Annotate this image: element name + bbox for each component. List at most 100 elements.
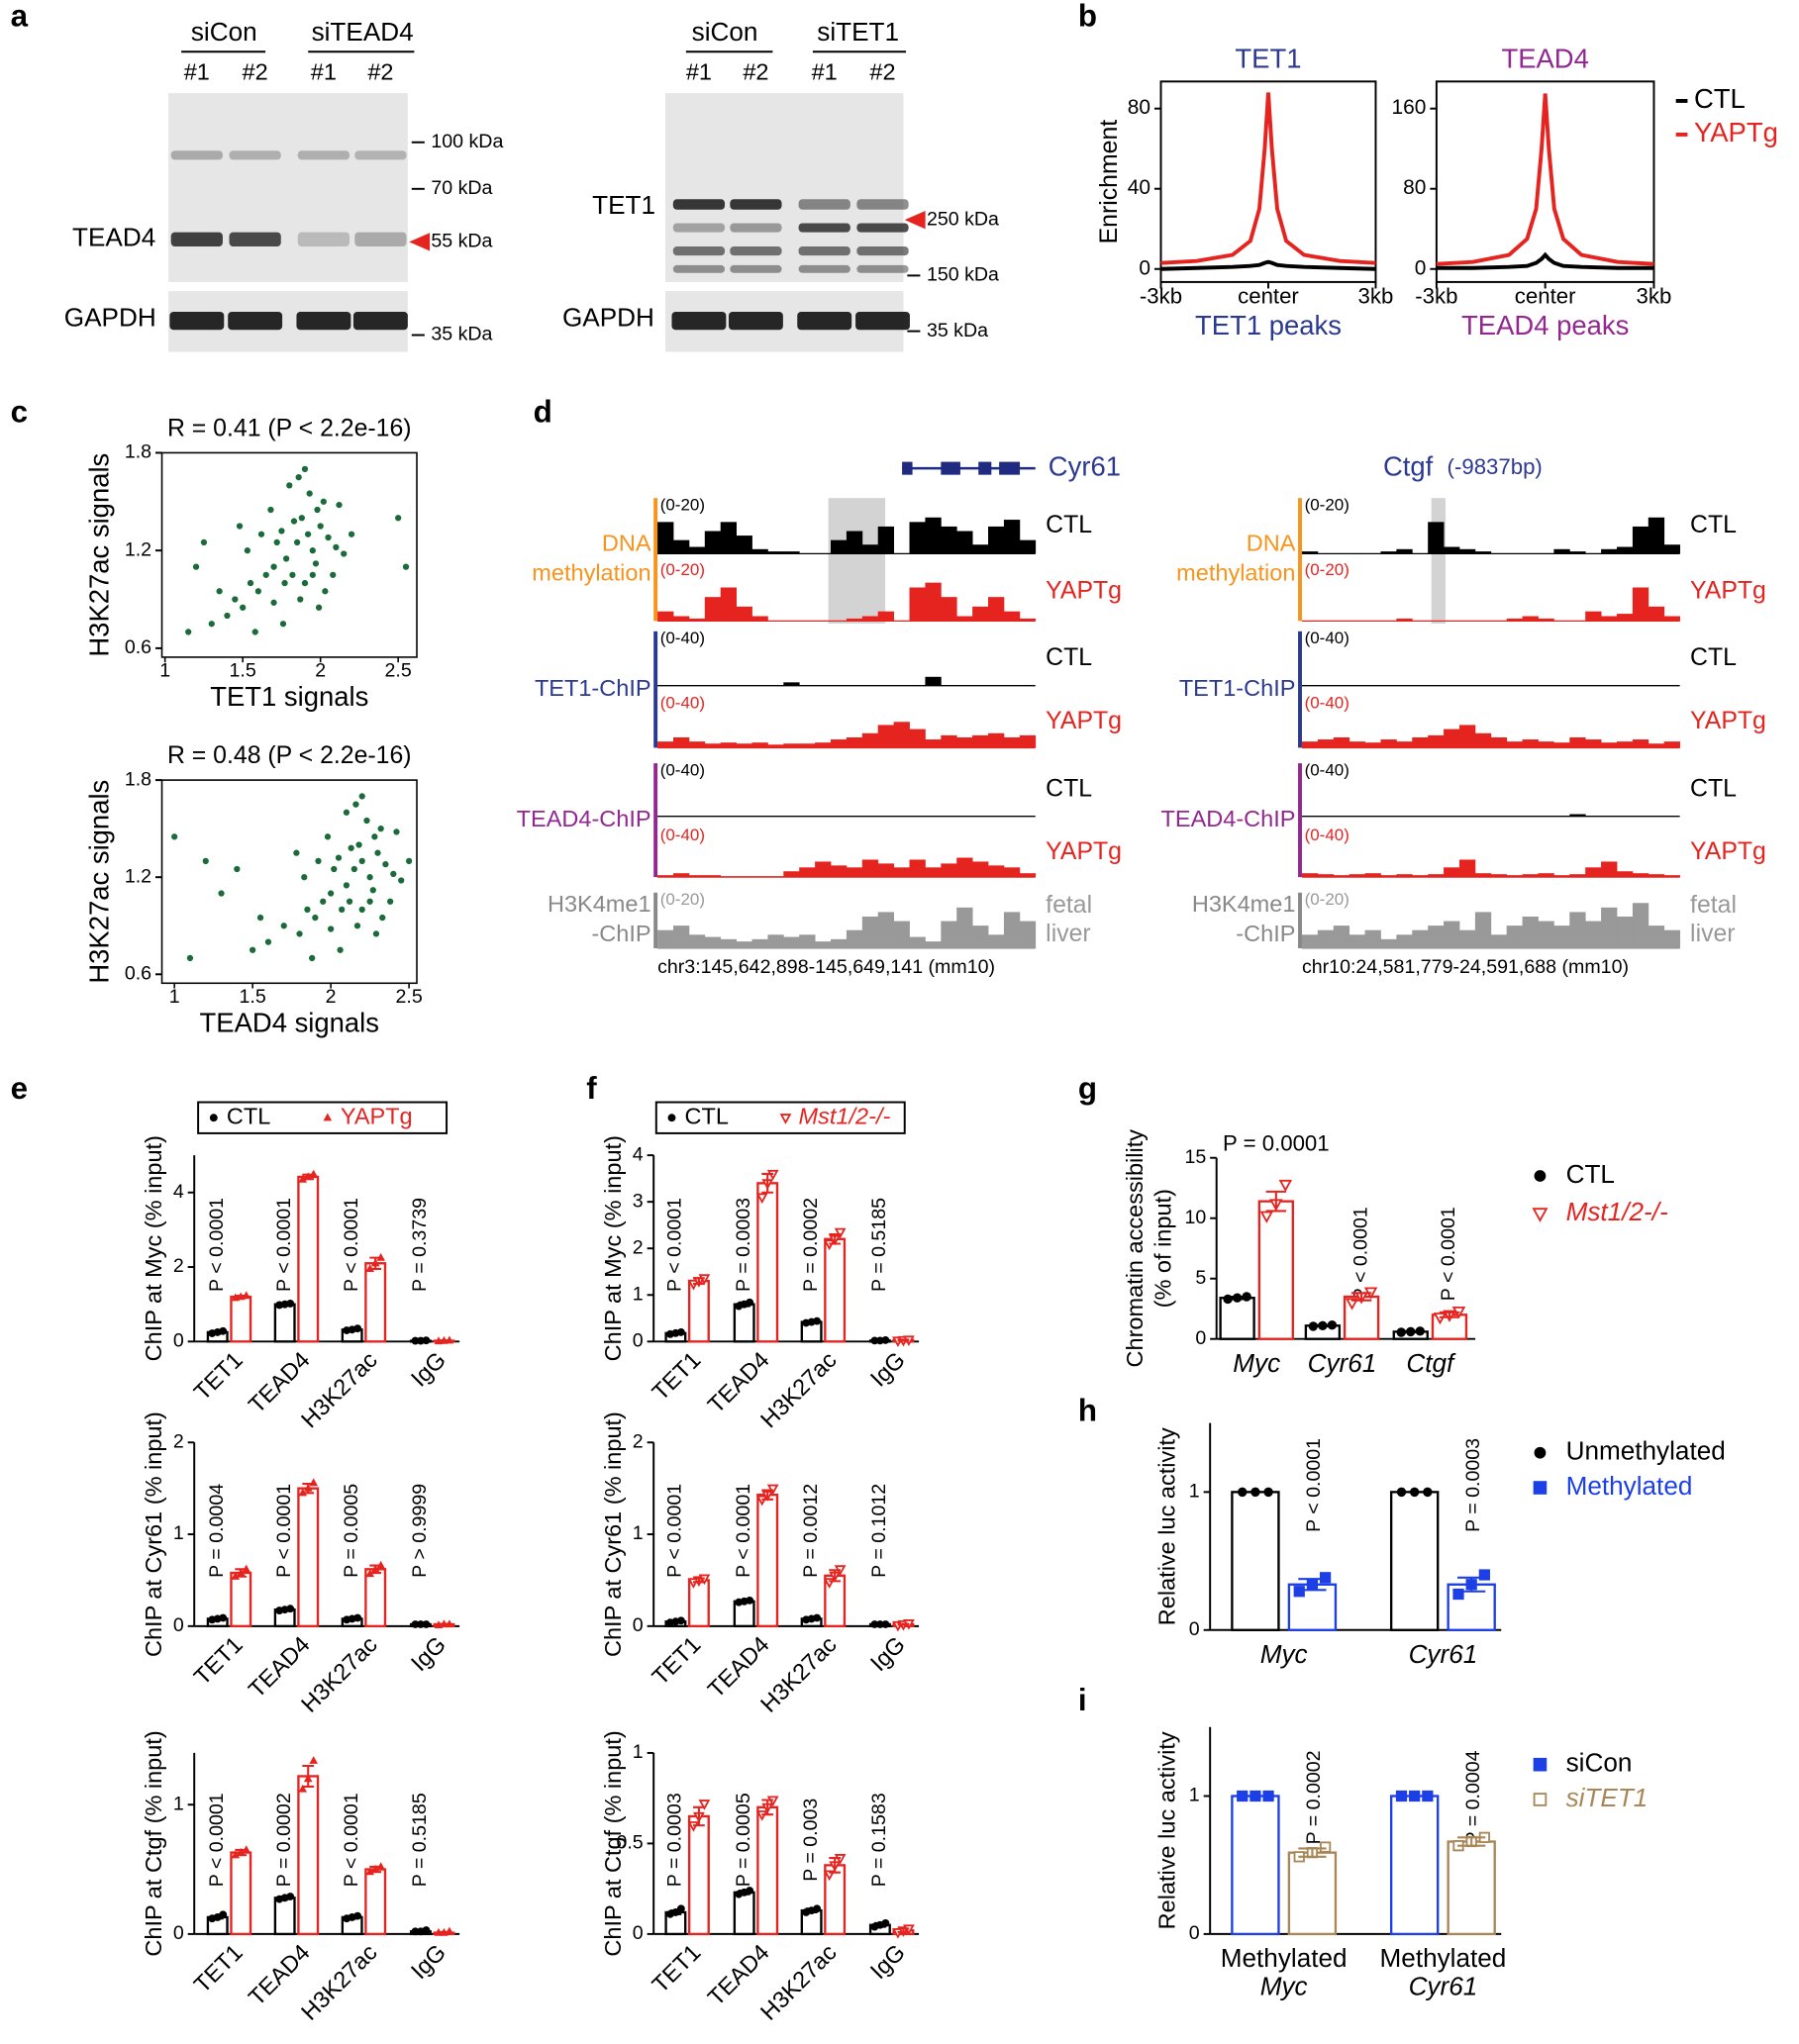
data-point [779,1114,792,1124]
track-range: (0-40) [1305,629,1349,647]
assay-bar [653,892,658,949]
bar [687,1814,710,1936]
data-point [352,801,359,808]
coordinates: chr3:145,642,898-145,649,141 (mm10) [657,956,995,978]
data-point [282,555,290,562]
signal-bin [783,743,800,748]
p-value: P = 0.0002 [800,1198,822,1292]
track-name: CTL [1690,775,1737,802]
p-value: P = 0.0003 [664,1793,686,1887]
data-point [314,506,321,514]
signal-bin [1444,921,1460,949]
data-point [224,612,231,620]
signal-bin [1553,925,1570,949]
gene-note: (-9837bp) [1448,454,1543,479]
error-bar [738,1599,750,1604]
signal-bin [1569,912,1586,949]
bar [297,1487,320,1628]
signal-bin [831,739,848,748]
assay-label: -ChIP [1236,921,1295,946]
assay-label: methylation [532,560,650,586]
data-point [202,857,209,864]
signal-bin [909,729,926,748]
p-value: P < 0.0001 [206,1793,228,1887]
y-tick-label: 1 [633,1741,644,1763]
signal-bin [925,582,942,622]
signal-bin [1506,875,1523,878]
data-point [324,833,332,840]
group-label: siCon [692,17,758,47]
y-tick-label: 1.8 [125,768,151,790]
gene-label: Ctgf [1383,450,1434,481]
legend-label: YAPTg [1694,117,1778,147]
band [296,311,351,331]
signal-bin [1648,743,1665,748]
signal-bin [1396,618,1413,622]
bar [1447,1840,1496,1936]
error-bar [438,1930,450,1935]
data-point [315,857,322,864]
signal-bin [1553,548,1570,554]
signal-bin [736,535,752,554]
error-bar [1400,1329,1421,1334]
panel-label: h [1078,1393,1097,1427]
signal-bin [1317,874,1335,878]
data-point [395,515,402,522]
data-point [309,547,316,554]
y-tick-label: 4 [173,1181,184,1203]
signal-bin [846,531,863,554]
signal-bin [720,938,737,949]
x-tick-label: -3kb [1140,283,1182,308]
target-label: TEAD4 [72,223,155,252]
track-range: (0-40) [1305,826,1349,844]
error-bar [669,1330,682,1335]
data-point [358,793,365,800]
signal-bin [925,517,942,554]
assay-bar [653,498,658,622]
panel-label: i [1078,1683,1087,1717]
plot-frame [160,779,418,985]
y-axis-label: Relative luc activity [1154,1427,1180,1625]
y-tick-label: 1 [633,1283,644,1305]
data-point [236,523,244,530]
signal-bin [720,587,737,622]
error-bar [1350,1292,1372,1302]
y-tick-label: 0 [1189,1618,1200,1640]
band [297,232,350,246]
p-value: P < 0.0001 [664,1484,686,1578]
y-tick-label: 10 [1184,1207,1206,1228]
legend-label: CTL [685,1103,729,1128]
x-tick-label: Methylated [1380,1943,1507,1973]
chart-title: R = 0.48 (P < 2.2e-16) [167,742,412,769]
data-point [301,465,309,473]
p-value: P = 0.0004 [1462,1750,1484,1844]
signal-bin [1490,934,1508,949]
error-bar [738,1301,750,1308]
signal-bin [1380,875,1397,878]
x-tick-label: 1.5 [240,986,266,1008]
signal-bin [704,531,722,554]
track-name: CTL [1046,644,1092,671]
y-tick-label: 0 [633,1614,644,1636]
band [730,199,782,210]
lane-label: #2 [869,59,895,85]
data-point [343,882,350,889]
x-tick-label: Cyr61 [1409,1972,1478,2001]
panel-label: e [11,1071,28,1106]
error-bar [1227,1295,1248,1301]
signal-bin [1301,741,1319,748]
line [1160,259,1376,271]
p-value: P < 0.0001 [273,1484,295,1578]
x-tick-label: center [1238,283,1299,308]
signal-bin [1396,548,1413,554]
band [797,311,852,331]
error-bar [761,1172,774,1194]
signal-bin [861,616,879,622]
data-point [1533,1757,1548,1772]
signal-bin [1601,548,1618,554]
signal-bin [704,743,722,748]
error-bar [693,1577,705,1584]
signal-bin [1522,916,1539,949]
p-value: P < 0.0001 [341,1198,362,1292]
signal-bin [1585,611,1602,622]
